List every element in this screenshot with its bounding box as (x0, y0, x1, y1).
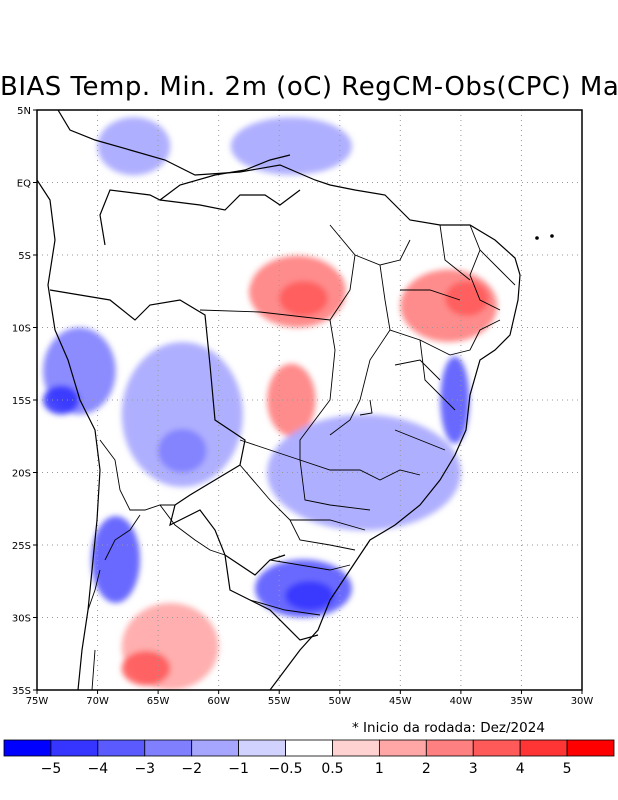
lon-tick-label: 60W (207, 696, 230, 707)
lon-tick-label: 65W (147, 696, 170, 707)
lon-tick-label: 30W (571, 696, 594, 707)
lat-tick-label: 5N (17, 106, 31, 117)
bias-region-andes-cold (91, 516, 140, 603)
bias-region-argentina-warm-core (121, 650, 171, 686)
run-start-note: * Inicio da rodada: Dez/2024 (352, 720, 545, 736)
lat-tick-label: 15S (12, 396, 31, 407)
island (535, 236, 539, 240)
lon-tick-label: 75W (26, 696, 49, 707)
island (550, 234, 554, 238)
bias-region-guiana-cold (230, 117, 352, 176)
state-borders (199, 224, 516, 616)
bias-region-bolivia-cold (121, 342, 243, 487)
lat-tick-label: EQ (17, 179, 31, 190)
bias-region-peru-coast-cold (43, 385, 80, 415)
grid-lines (33, 109, 583, 694)
lon-tick-label: 40W (450, 696, 473, 707)
lat-tick-label: 35S (12, 686, 31, 697)
lat-tick-label: 10S (12, 324, 31, 335)
bias-region-south-brazil-core (285, 581, 334, 611)
bias-region-central-west-amazon (121, 168, 389, 284)
map-title: BIAS Temp. Min. 2m (oC) RegCM-Obs(CPC) M… (0, 72, 618, 102)
lat-tick-label: 20S (12, 469, 31, 480)
lon-tick-label: 35W (510, 696, 533, 707)
country-borders (37, 110, 554, 690)
lon-tick-label: 70W (86, 696, 109, 707)
bias-region-bahia-coast-cold (440, 356, 470, 444)
bias-region-para-warm-core (279, 281, 328, 316)
bias-region-mato-grosso-cold (158, 429, 207, 473)
bias-region-venezuela-cold (97, 117, 171, 176)
bias-region-northeast-warm-core (445, 281, 489, 316)
lat-tick-label: 30S (12, 614, 31, 625)
pacific-coastline (37, 179, 101, 690)
lon-tick-label: 55W (268, 696, 291, 707)
axis-labels: 75W 70W 65W 60W 55W 50W 45W 40W 35W 30W 5N EQ 5S 10S 1… (12, 106, 593, 707)
lat-tick-label: 25S (12, 541, 31, 552)
lat-tick-label: 5S (18, 251, 31, 262)
plot-frame (36, 109, 583, 691)
lon-tick-label: 45W (389, 696, 412, 707)
lon-tick-label: 50W (328, 696, 351, 707)
bias-region-tocantins-warm (267, 363, 316, 437)
brazil-border (49, 154, 319, 641)
southern-borders (87, 439, 226, 690)
